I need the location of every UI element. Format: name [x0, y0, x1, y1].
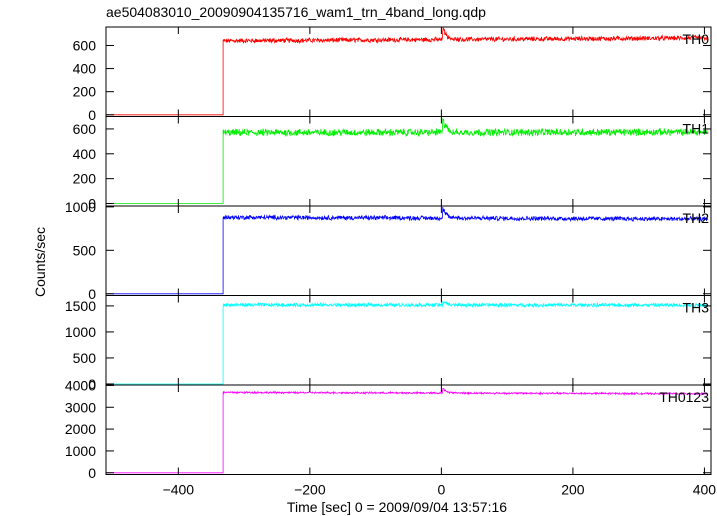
y-axis-title: Counts/sec	[32, 227, 48, 297]
panel-label: TH2	[683, 210, 710, 226]
y-tick-label: 400	[73, 146, 97, 162]
series-line-th0	[106, 26, 708, 116]
y-tick-label: 0	[88, 465, 96, 481]
panel-th0123: 0 1000 2000 3000 4000 TH0123	[65, 377, 712, 481]
panel-frame	[105, 384, 712, 475]
y-tick-label: 0	[88, 376, 96, 392]
y-tick-label: 1000	[65, 199, 96, 215]
series-line-th0123	[106, 387, 708, 474]
y-tick-label: 500	[73, 350, 97, 366]
panel-th3: 0 500 1000 1500 TH3	[65, 295, 712, 392]
panel-label: TH1	[683, 121, 710, 137]
panel-label: TH0	[683, 31, 710, 47]
y-tick-label: 0	[88, 107, 96, 123]
series-line-th3	[106, 300, 708, 385]
x-axis-title: Time [sec] 0 = 2009/09/04 13:57:16	[287, 499, 507, 515]
y-tick-label: 0	[88, 286, 96, 302]
y-tick-label: 1000	[65, 324, 96, 340]
panel-label: TH3	[683, 300, 710, 316]
y-tick-label: 600	[73, 121, 97, 137]
x-tick-label: −200	[294, 482, 326, 498]
series-line-th1	[106, 118, 708, 204]
x-tick-label: 0	[437, 482, 445, 498]
panel-frame	[105, 295, 712, 386]
y-tick-label: 0	[88, 196, 96, 212]
chart-title: ae504083010_20090904135716_wam1_trn_4ban…	[106, 4, 486, 20]
x-tick-label: 400	[693, 482, 717, 498]
panel-frame	[105, 205, 712, 296]
panel-label: TH0123	[659, 389, 709, 405]
y-tick-label: 200	[73, 171, 97, 187]
y-tick-label: 4000	[65, 377, 96, 393]
y-tick-label: 2000	[65, 421, 96, 437]
y-tick-label: 400	[73, 61, 97, 77]
panel-th1: 0 200 400 600 TH1	[73, 116, 712, 212]
y-tick-label: 200	[73, 84, 97, 100]
panels-group: 0 200 400 600 TH0 0 200 400 600 TH1 0 500 1000 TH2 0 50…	[65, 26, 717, 498]
y-tick-label: 3000	[65, 399, 96, 415]
panel-th0: 0 200 400 600 TH0	[73, 26, 712, 123]
x-tick-label: −400	[163, 482, 195, 498]
series-line-th2	[106, 206, 708, 295]
x-tick-label: 200	[561, 482, 585, 498]
y-tick-label: 600	[73, 37, 97, 53]
y-tick-label: 1000	[65, 443, 96, 459]
panel-th2: 0 500 1000 TH2	[65, 199, 712, 302]
y-tick-label: 500	[73, 242, 97, 258]
y-tick-label: 1500	[65, 298, 96, 314]
